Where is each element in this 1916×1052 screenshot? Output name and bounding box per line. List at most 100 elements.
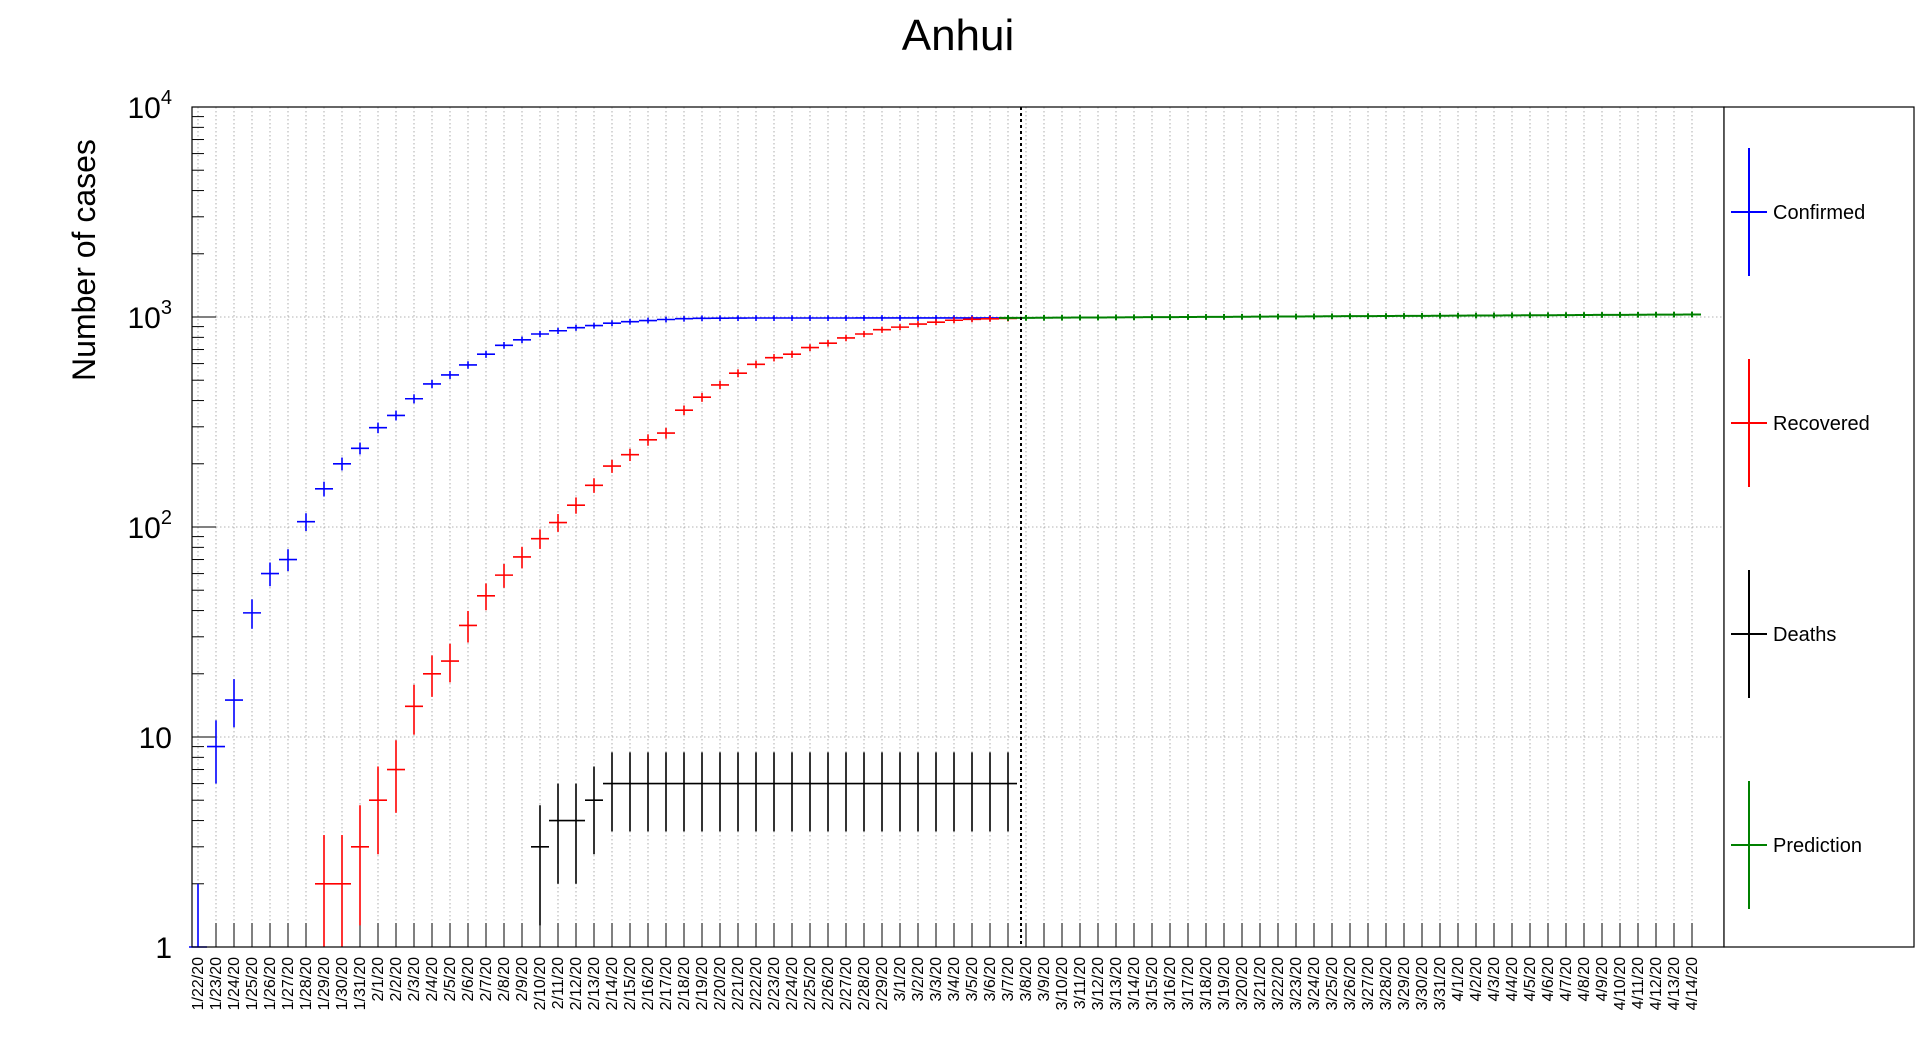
legend-entry-prediction: Prediction bbox=[1731, 781, 1862, 909]
x-tick-label: 2/11/20 bbox=[550, 957, 567, 1009]
x-tick-label: 2/10/20 bbox=[532, 957, 549, 1010]
x-tick-label: 2/23/20 bbox=[766, 957, 783, 1010]
x-tick-label: 4/1/20 bbox=[1450, 957, 1467, 1002]
x-tick-label: 4/11/20 bbox=[1630, 957, 1647, 1009]
x-tick-label: 2/18/20 bbox=[676, 957, 693, 1010]
x-tick-label: 2/1/20 bbox=[370, 957, 387, 1002]
x-tick-label: 3/25/20 bbox=[1324, 957, 1341, 1010]
x-tick-label: 1/29/20 bbox=[316, 957, 333, 1010]
x-tick-label: 4/5/20 bbox=[1522, 957, 1539, 1002]
legend-label: Confirmed bbox=[1773, 202, 1865, 224]
x-tick-label: 4/9/20 bbox=[1594, 957, 1611, 1002]
x-tick-label: 2/4/20 bbox=[424, 957, 441, 1002]
x-tick-label: 2/27/20 bbox=[838, 957, 855, 1010]
x-tick-label: 3/20/20 bbox=[1234, 957, 1251, 1010]
axis-ticks bbox=[192, 116, 1693, 948]
x-tick-label: 3/27/20 bbox=[1360, 957, 1377, 1010]
x-tick-label: 2/14/20 bbox=[604, 957, 621, 1010]
x-tick-label: 3/9/20 bbox=[1036, 957, 1053, 1002]
legend: Confirmed Recovered Deaths Prediction bbox=[1723, 106, 1915, 948]
x-tick-label: 3/15/20 bbox=[1144, 957, 1161, 1010]
x-tick-label: 2/6/20 bbox=[460, 957, 477, 1002]
x-tick-label: 3/11/20 bbox=[1072, 957, 1089, 1009]
x-tick-label: 1/25/20 bbox=[244, 957, 261, 1010]
y-tick-labels: 1 10 102 103 104 bbox=[128, 87, 173, 965]
x-tick-label: 3/24/20 bbox=[1306, 957, 1323, 1010]
legend-entry-confirmed: Confirmed bbox=[1731, 148, 1865, 276]
legend-entry-recovered: Recovered bbox=[1731, 359, 1870, 487]
x-tick-label: 4/8/20 bbox=[1576, 957, 1593, 1002]
x-tick-label: 2/20/20 bbox=[712, 957, 729, 1010]
x-tick-label: 3/13/20 bbox=[1108, 957, 1125, 1010]
x-tick-label: 2/24/20 bbox=[784, 957, 801, 1010]
series-prediction bbox=[999, 311, 1701, 321]
x-tick-label: 2/17/20 bbox=[658, 957, 675, 1010]
x-tick-label: 3/7/20 bbox=[1000, 957, 1017, 1002]
x-tick-label: 2/15/20 bbox=[622, 957, 639, 1010]
y-tick-label: 103 bbox=[128, 297, 173, 335]
data-series bbox=[189, 311, 1701, 948]
x-tick-label: 3/28/20 bbox=[1378, 957, 1395, 1010]
x-tick-label: 2/7/20 bbox=[478, 957, 495, 1002]
legend-box bbox=[1723, 106, 1915, 948]
x-tick-label: 4/7/20 bbox=[1558, 957, 1575, 1002]
x-tick-label: 3/2/20 bbox=[910, 957, 927, 1002]
x-tick-label: 1/27/20 bbox=[280, 957, 297, 1010]
x-tick-label: 2/28/20 bbox=[856, 957, 873, 1010]
y-tick-label: 1 bbox=[155, 932, 172, 965]
x-tick-label: 2/3/20 bbox=[406, 957, 423, 1002]
x-tick-label: 2/21/20 bbox=[730, 957, 747, 1010]
x-tick-label: 2/2/20 bbox=[388, 957, 405, 1002]
x-tick-label: 4/12/20 bbox=[1648, 957, 1665, 1010]
x-tick-label: 4/10/20 bbox=[1612, 957, 1629, 1010]
x-tick-label: 3/5/20 bbox=[964, 957, 981, 1002]
x-tick-label: 3/26/20 bbox=[1342, 957, 1359, 1010]
x-tick-label: 3/18/20 bbox=[1198, 957, 1215, 1010]
x-tick-label: 4/2/20 bbox=[1468, 957, 1485, 1002]
chart-title: Anhui bbox=[902, 11, 1015, 60]
x-tick-label: 2/13/20 bbox=[586, 957, 603, 1010]
series-confirmed bbox=[189, 315, 1017, 948]
x-tick-label: 3/16/20 bbox=[1162, 957, 1179, 1010]
x-tick-label: 3/19/20 bbox=[1216, 957, 1233, 1010]
legend-label: Prediction bbox=[1773, 835, 1862, 857]
x-tick-label: 1/28/20 bbox=[298, 957, 315, 1010]
x-tick-label: 2/26/20 bbox=[820, 957, 837, 1010]
x-tick-label: 1/24/20 bbox=[226, 957, 243, 1010]
x-tick-label: 1/26/20 bbox=[262, 957, 279, 1010]
x-tick-label: 3/6/20 bbox=[982, 957, 999, 1002]
x-tick-label: 3/21/20 bbox=[1252, 957, 1269, 1010]
legend-label: Deaths bbox=[1773, 624, 1836, 646]
legend-label: Recovered bbox=[1773, 413, 1870, 435]
x-tick-label: 2/8/20 bbox=[496, 957, 513, 1002]
x-tick-label: 4/3/20 bbox=[1486, 957, 1503, 1002]
x-tick-label: 3/29/20 bbox=[1396, 957, 1413, 1010]
x-tick-label: 4/14/20 bbox=[1684, 957, 1701, 1010]
x-tick-label: 3/10/20 bbox=[1054, 957, 1071, 1010]
x-tick-label: 1/22/20 bbox=[190, 957, 207, 1010]
x-tick-label: 3/3/20 bbox=[928, 957, 945, 1002]
x-tick-label: 4/4/20 bbox=[1504, 957, 1521, 1002]
x-tick-label: 1/23/20 bbox=[208, 957, 225, 1010]
x-tick-label: 3/14/20 bbox=[1126, 957, 1143, 1010]
x-tick-label: 4/6/20 bbox=[1540, 957, 1557, 1002]
x-tick-label: 2/22/20 bbox=[748, 957, 765, 1010]
x-tick-label: 3/1/20 bbox=[892, 957, 909, 1002]
y-axis-label: Number of cases bbox=[66, 139, 102, 381]
x-tick-label: 3/30/20 bbox=[1414, 957, 1431, 1010]
x-tick-label: 2/19/20 bbox=[694, 957, 711, 1010]
x-tick-label: 3/8/20 bbox=[1018, 957, 1035, 1002]
x-tick-labels: 1/22/20 1/23/20 1/24/20 1/25/20 1/26/20 1/27/… bbox=[190, 957, 1701, 1010]
legend-entry-deaths: Deaths bbox=[1731, 570, 1836, 698]
x-tick-label: 3/17/20 bbox=[1180, 957, 1197, 1010]
y-tick-label: 102 bbox=[128, 507, 173, 545]
x-tick-label: 3/22/20 bbox=[1270, 957, 1287, 1010]
x-tick-label: 2/9/20 bbox=[514, 957, 531, 1002]
x-tick-label: 2/5/20 bbox=[442, 957, 459, 1002]
x-tick-label: 3/12/20 bbox=[1090, 957, 1107, 1010]
x-tick-label: 2/29/20 bbox=[874, 957, 891, 1010]
x-tick-label: 3/4/20 bbox=[946, 957, 963, 1002]
x-tick-label: 4/13/20 bbox=[1666, 957, 1683, 1010]
